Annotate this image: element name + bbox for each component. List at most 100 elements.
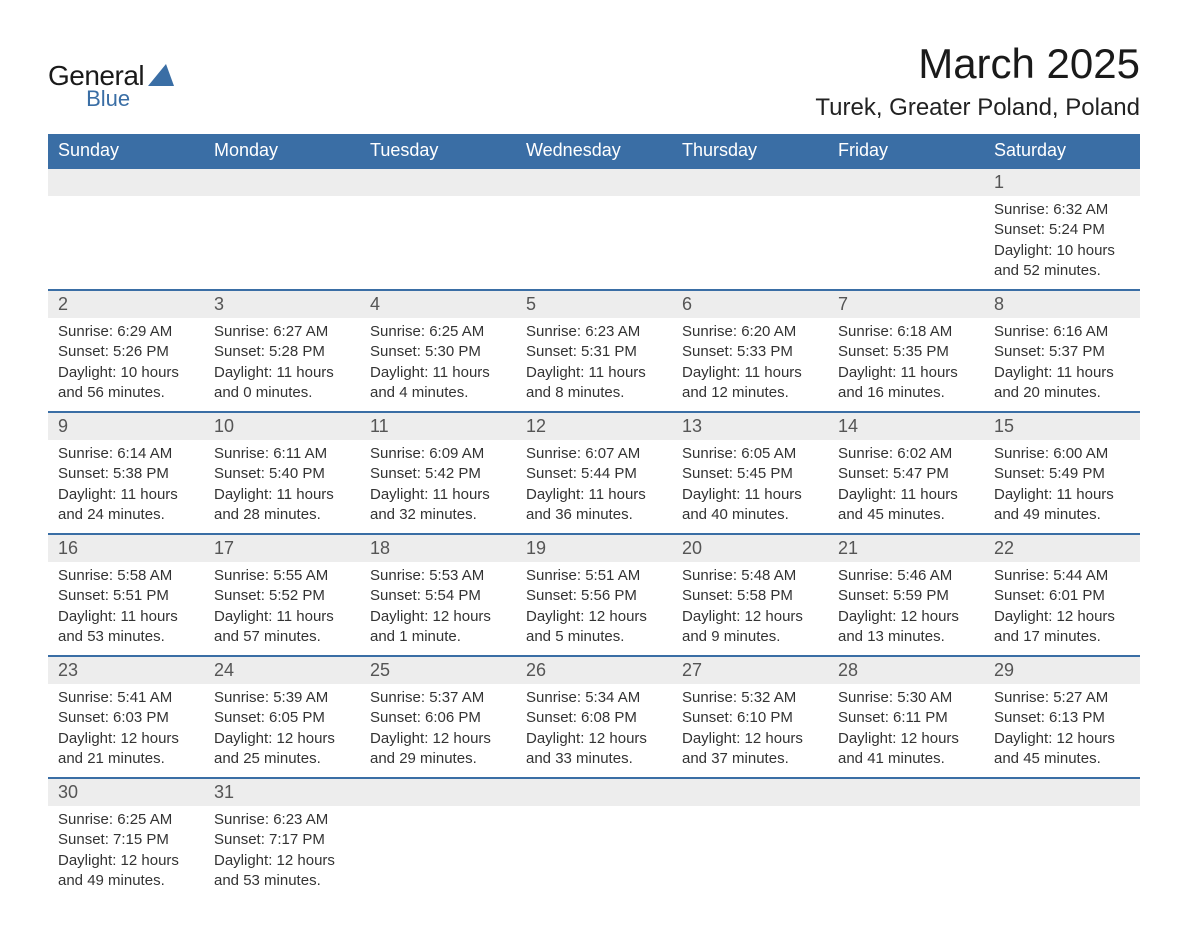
day-number: 18 xyxy=(360,534,516,562)
day-content xyxy=(828,806,984,899)
day-content: Sunrise: 5:48 AMSunset: 5:58 PMDaylight:… xyxy=(672,562,828,656)
day-content: Sunrise: 6:16 AMSunset: 5:37 PMDaylight:… xyxy=(984,318,1140,412)
logo-sail-icon xyxy=(148,64,176,88)
daylight-text: Daylight: 12 hours and 21 minutes. xyxy=(58,729,194,770)
sunset-text: Sunset: 5:49 PM xyxy=(994,464,1130,484)
day-content xyxy=(516,196,672,290)
day-number xyxy=(828,168,984,196)
header-row: General Blue March 2025 Turek, Greater P… xyxy=(48,40,1140,122)
weekday-sunday: Sunday xyxy=(48,134,204,168)
day-number: 13 xyxy=(672,412,828,440)
sunrise-text: Sunrise: 6:23 AM xyxy=(214,810,350,830)
day-number xyxy=(204,168,360,196)
week-content-row: Sunrise: 6:25 AMSunset: 7:15 PMDaylight:… xyxy=(48,806,1140,899)
day-content xyxy=(48,196,204,290)
week-number-row: 1 xyxy=(48,168,1140,196)
week-content-row: Sunrise: 5:41 AMSunset: 6:03 PMDaylight:… xyxy=(48,684,1140,778)
daylight-text: Daylight: 12 hours and 25 minutes. xyxy=(214,729,350,770)
day-content: Sunrise: 5:32 AMSunset: 6:10 PMDaylight:… xyxy=(672,684,828,778)
sunrise-text: Sunrise: 6:27 AM xyxy=(214,322,350,342)
day-content: Sunrise: 5:51 AMSunset: 5:56 PMDaylight:… xyxy=(516,562,672,656)
day-content: Sunrise: 5:34 AMSunset: 6:08 PMDaylight:… xyxy=(516,684,672,778)
sunrise-text: Sunrise: 6:02 AM xyxy=(838,444,974,464)
sunset-text: Sunset: 5:26 PM xyxy=(58,342,194,362)
sunset-text: Sunset: 6:06 PM xyxy=(370,708,506,728)
daylight-text: Daylight: 11 hours and 12 minutes. xyxy=(682,363,818,404)
day-number: 17 xyxy=(204,534,360,562)
sunrise-text: Sunrise: 5:53 AM xyxy=(370,566,506,586)
day-number xyxy=(516,168,672,196)
day-number: 10 xyxy=(204,412,360,440)
sunrise-text: Sunrise: 6:14 AM xyxy=(58,444,194,464)
sunrise-text: Sunrise: 5:27 AM xyxy=(994,688,1130,708)
sunset-text: Sunset: 6:01 PM xyxy=(994,586,1130,606)
daylight-text: Daylight: 11 hours and 4 minutes. xyxy=(370,363,506,404)
day-content: Sunrise: 5:27 AMSunset: 6:13 PMDaylight:… xyxy=(984,684,1140,778)
week-number-row: 3031 xyxy=(48,778,1140,806)
calendar-table: Sunday Monday Tuesday Wednesday Thursday… xyxy=(48,134,1140,899)
logo-text: General Blue xyxy=(48,60,144,112)
day-number: 11 xyxy=(360,412,516,440)
sunrise-text: Sunrise: 6:09 AM xyxy=(370,444,506,464)
day-number xyxy=(672,168,828,196)
day-number: 16 xyxy=(48,534,204,562)
day-content: Sunrise: 5:41 AMSunset: 6:03 PMDaylight:… xyxy=(48,684,204,778)
daylight-text: Daylight: 12 hours and 29 minutes. xyxy=(370,729,506,770)
day-number: 3 xyxy=(204,290,360,318)
weekday-header-row: Sunday Monday Tuesday Wednesday Thursday… xyxy=(48,134,1140,168)
day-content: Sunrise: 6:29 AMSunset: 5:26 PMDaylight:… xyxy=(48,318,204,412)
daylight-text: Daylight: 11 hours and 57 minutes. xyxy=(214,607,350,648)
sunrise-text: Sunrise: 5:46 AM xyxy=(838,566,974,586)
daylight-text: Daylight: 11 hours and 0 minutes. xyxy=(214,363,350,404)
daylight-text: Daylight: 12 hours and 45 minutes. xyxy=(994,729,1130,770)
daylight-text: Daylight: 11 hours and 32 minutes. xyxy=(370,485,506,526)
daylight-text: Daylight: 12 hours and 41 minutes. xyxy=(838,729,974,770)
sunrise-text: Sunrise: 6:25 AM xyxy=(58,810,194,830)
daylight-text: Daylight: 11 hours and 40 minutes. xyxy=(682,485,818,526)
sunset-text: Sunset: 6:08 PM xyxy=(526,708,662,728)
day-number xyxy=(828,778,984,806)
sunset-text: Sunset: 6:13 PM xyxy=(994,708,1130,728)
week-content-row: Sunrise: 5:58 AMSunset: 5:51 PMDaylight:… xyxy=(48,562,1140,656)
sunrise-text: Sunrise: 6:18 AM xyxy=(838,322,974,342)
daylight-text: Daylight: 11 hours and 16 minutes. xyxy=(838,363,974,404)
sunset-text: Sunset: 5:31 PM xyxy=(526,342,662,362)
week-number-row: 23242526272829 xyxy=(48,656,1140,684)
week-number-row: 16171819202122 xyxy=(48,534,1140,562)
daylight-text: Daylight: 12 hours and 37 minutes. xyxy=(682,729,818,770)
location-subtitle: Turek, Greater Poland, Poland xyxy=(815,94,1140,122)
month-title: March 2025 xyxy=(815,40,1140,88)
sunrise-text: Sunrise: 6:32 AM xyxy=(994,200,1130,220)
day-content: Sunrise: 6:07 AMSunset: 5:44 PMDaylight:… xyxy=(516,440,672,534)
day-content xyxy=(672,806,828,899)
weekday-tuesday: Tuesday xyxy=(360,134,516,168)
sunrise-text: Sunrise: 6:00 AM xyxy=(994,444,1130,464)
day-content: Sunrise: 6:23 AMSunset: 7:17 PMDaylight:… xyxy=(204,806,360,899)
day-number: 4 xyxy=(360,290,516,318)
sunrise-text: Sunrise: 5:41 AM xyxy=(58,688,194,708)
sunset-text: Sunset: 5:30 PM xyxy=(370,342,506,362)
day-number: 6 xyxy=(672,290,828,318)
day-content xyxy=(204,196,360,290)
daylight-text: Daylight: 12 hours and 5 minutes. xyxy=(526,607,662,648)
daylight-text: Daylight: 12 hours and 9 minutes. xyxy=(682,607,818,648)
sunset-text: Sunset: 5:35 PM xyxy=(838,342,974,362)
day-content xyxy=(360,196,516,290)
daylight-text: Daylight: 12 hours and 17 minutes. xyxy=(994,607,1130,648)
daylight-text: Daylight: 12 hours and 49 minutes. xyxy=(58,851,194,892)
weekday-monday: Monday xyxy=(204,134,360,168)
weekday-thursday: Thursday xyxy=(672,134,828,168)
day-content: Sunrise: 6:14 AMSunset: 5:38 PMDaylight:… xyxy=(48,440,204,534)
sunrise-text: Sunrise: 6:25 AM xyxy=(370,322,506,342)
day-content xyxy=(984,806,1140,899)
sunset-text: Sunset: 5:40 PM xyxy=(214,464,350,484)
day-content: Sunrise: 5:55 AMSunset: 5:52 PMDaylight:… xyxy=(204,562,360,656)
day-content: Sunrise: 5:46 AMSunset: 5:59 PMDaylight:… xyxy=(828,562,984,656)
sunset-text: Sunset: 5:33 PM xyxy=(682,342,818,362)
sunrise-text: Sunrise: 6:20 AM xyxy=(682,322,818,342)
logo-blue-text: Blue xyxy=(86,86,130,112)
day-content: Sunrise: 6:18 AMSunset: 5:35 PMDaylight:… xyxy=(828,318,984,412)
day-content: Sunrise: 5:53 AMSunset: 5:54 PMDaylight:… xyxy=(360,562,516,656)
day-content: Sunrise: 6:27 AMSunset: 5:28 PMDaylight:… xyxy=(204,318,360,412)
sunset-text: Sunset: 5:24 PM xyxy=(994,220,1130,240)
